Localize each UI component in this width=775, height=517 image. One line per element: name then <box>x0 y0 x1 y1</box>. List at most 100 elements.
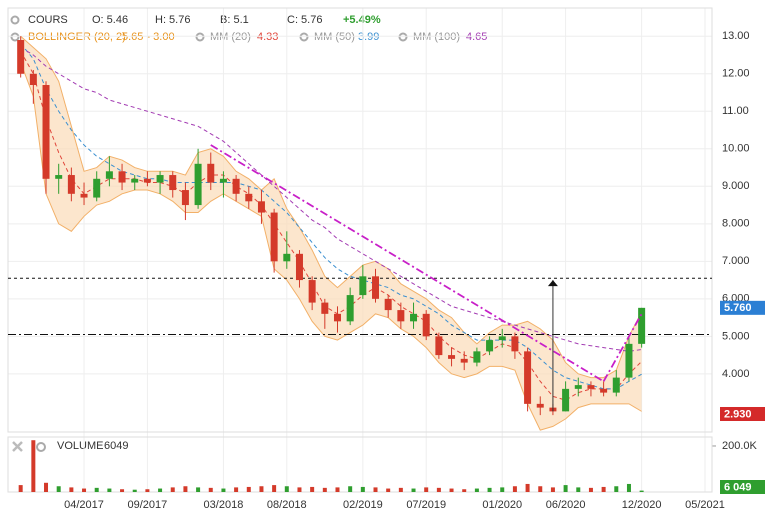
candle-body <box>55 175 63 179</box>
volume-bar <box>310 486 315 492</box>
volume-bar <box>474 488 479 492</box>
x-tick-label: 02/2019 <box>343 499 383 511</box>
cours-label: COURS <box>28 14 68 26</box>
bollinger-lower <box>20 62 642 431</box>
candle-body <box>67 175 75 194</box>
volume-bar <box>424 487 429 492</box>
y-tick-label: 4.000 <box>722 368 750 380</box>
moving-average <box>20 51 642 401</box>
candle-body <box>283 253 291 262</box>
x-tick-label: 01/2020 <box>482 499 522 511</box>
candle-body <box>460 358 468 363</box>
volume-bar <box>614 486 619 492</box>
indicator-value: 5.65 - 3.00 <box>122 31 175 43</box>
price-tag <box>720 300 765 315</box>
volume-bar <box>145 489 150 492</box>
candle-body <box>410 313 418 322</box>
indicator-name: MM (20) <box>210 31 251 43</box>
volume-bar <box>626 483 631 492</box>
candle-body <box>245 193 253 202</box>
volume-bar <box>82 488 87 492</box>
candle-body <box>270 212 278 262</box>
volume-title: VOLUME <box>57 440 103 452</box>
x-tick-label: 07/2019 <box>406 499 446 511</box>
volume-bar <box>411 488 416 492</box>
volume-bar <box>196 487 201 492</box>
candle-body <box>384 298 392 311</box>
moving-average <box>20 47 642 352</box>
volume-bar <box>588 487 593 492</box>
volume-border <box>7 436 713 493</box>
ohlc-item: C: 5.76 <box>287 14 322 26</box>
gear-icons <box>10 15 408 452</box>
candle-body <box>17 40 25 74</box>
candle-body <box>118 171 126 183</box>
indicator-name: MM (50) <box>314 31 355 43</box>
candle-body <box>105 171 113 179</box>
trendline <box>210 144 605 383</box>
volume-bar <box>170 487 175 492</box>
change: +5.49% <box>343 14 381 26</box>
x-tick-label: 08/2018 <box>267 499 307 511</box>
x-tick-label: 09/2017 <box>128 499 168 511</box>
volume-bar <box>18 485 23 492</box>
candle-body <box>562 388 570 412</box>
volume-bar <box>297 487 302 492</box>
close-icon[interactable] <box>12 441 23 452</box>
volume-bar <box>69 487 74 492</box>
bollinger-fill <box>20 36 642 431</box>
candle-body <box>625 343 633 378</box>
candle-body <box>372 276 380 299</box>
candle-body <box>524 351 532 404</box>
volume-bar <box>132 489 137 492</box>
y-tick-label: 8.000 <box>722 218 750 230</box>
plot-border <box>7 7 713 433</box>
volume-bar <box>183 486 188 492</box>
candle-body <box>321 302 329 314</box>
volume-bar <box>94 487 99 492</box>
volume-tag <box>720 480 765 494</box>
volume-bar <box>639 490 644 492</box>
candle-body <box>473 351 481 363</box>
candle-body <box>638 307 646 344</box>
volume-bar <box>335 487 340 492</box>
volume-bar <box>487 487 492 492</box>
price-tag-label: 2.930 <box>724 408 752 420</box>
candle-body <box>29 73 37 86</box>
candle-body <box>574 385 582 389</box>
indicator-value: 4.33 <box>257 31 278 43</box>
candle-body <box>257 201 265 213</box>
y-tick-label: 10.00 <box>722 143 750 155</box>
candle-body <box>397 310 405 322</box>
volume-bar <box>538 486 543 492</box>
volume-bar <box>56 486 61 492</box>
x-tick-label: 06/2020 <box>546 499 586 511</box>
candle-body <box>600 388 608 393</box>
candle-body <box>42 85 50 179</box>
candle-body <box>422 313 430 337</box>
indicator-value: 4.65 <box>466 31 487 43</box>
volume-bar <box>348 486 353 492</box>
volume-bar <box>284 486 289 492</box>
ohlc-item: O: 5.46 <box>92 14 128 26</box>
volume-bar <box>322 487 327 492</box>
bollinger-upper <box>20 35 643 379</box>
volume-bar <box>512 486 517 492</box>
price-tag <box>720 406 765 421</box>
volume-bar <box>272 485 277 492</box>
trendline <box>602 313 643 382</box>
candle-body <box>308 280 316 303</box>
y-tick-label: 11.00 <box>722 105 749 117</box>
volume-bar <box>259 486 264 492</box>
volume-bar <box>44 482 49 492</box>
volume-bar <box>500 487 505 492</box>
ohlc-item: H: 5.76 <box>155 14 190 26</box>
y-tick-label: 13.00 <box>722 30 750 42</box>
x-tick-label: 12/2020 <box>622 499 662 511</box>
volume-bar <box>525 483 530 492</box>
candle-body <box>435 336 443 356</box>
candle-body <box>80 193 88 198</box>
candle-body <box>498 336 506 341</box>
volume-bar <box>31 440 36 492</box>
